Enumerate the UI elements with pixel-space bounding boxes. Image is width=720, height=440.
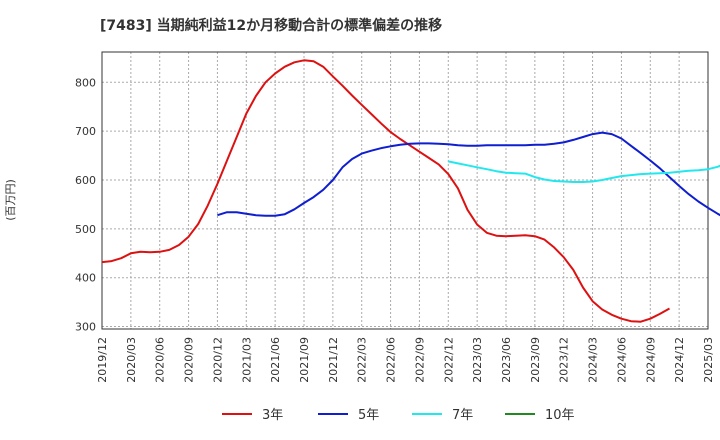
y-axis-ticks: 300 400 500 600 700 800 [75, 76, 96, 333]
x-tick-label: 2023/06 [500, 337, 513, 383]
legend-label-1: 5年 [358, 408, 379, 423]
x-tick-label: 2021/12 [327, 337, 340, 383]
x-tick-label: 2020/03 [125, 337, 138, 383]
grid-lines [101, 52, 709, 329]
series-line-2 [448, 160, 720, 183]
x-tick-label: 2021/09 [298, 337, 311, 383]
x-tick-label: 2023/12 [558, 337, 571, 383]
x-tick-label: 2024/09 [644, 337, 657, 383]
y-tick-label: 700 [75, 125, 96, 138]
x-tick-label: 2023/09 [529, 337, 542, 383]
plot-area [101, 51, 709, 330]
x-tick-label: 2024/06 [615, 337, 628, 383]
y-tick-label: 600 [75, 174, 96, 187]
y-tick-label: 400 [75, 272, 96, 285]
x-tick-label: 2022/06 [385, 337, 398, 383]
y-axis-label: (百万円) [4, 179, 17, 221]
chart-title: [7483] 当期純利益12か月移動合計の標準偏差の推移 [100, 17, 442, 34]
legend-label-0: 3年 [262, 408, 283, 423]
series-lines [101, 59, 720, 323]
y-tick-label: 300 [75, 321, 96, 334]
legend: 3年 5年 7年 10年 [222, 408, 575, 423]
x-axis-ticks: 2019/12 2020/03 2020/06 2020/09 2020/12 2021/… [96, 337, 715, 383]
x-tick-label: 2023/03 [471, 337, 484, 383]
x-tick-label: 2021/03 [240, 337, 253, 383]
x-tick-label: 2025/03 [702, 337, 715, 383]
x-tick-label: 2020/12 [211, 337, 224, 383]
x-tick-label: 2024/12 [673, 337, 686, 383]
series-line-1 [217, 131, 720, 217]
series-line-0 [101, 59, 670, 323]
x-tick-label: 2022/03 [356, 337, 369, 383]
x-tick-label: 2022/09 [413, 337, 426, 383]
y-tick-label: 500 [75, 223, 96, 236]
x-tick-label: 2024/03 [587, 337, 600, 383]
legend-label-3: 10年 [545, 408, 575, 423]
x-tick-label: 2022/12 [442, 337, 455, 383]
legend-label-2: 7年 [452, 408, 473, 423]
x-tick-label: 2020/09 [183, 337, 196, 383]
x-tick-label: 2019/12 [96, 337, 109, 383]
x-tick-label: 2021/06 [269, 337, 282, 383]
y-tick-label: 800 [75, 76, 96, 89]
x-tick-label: 2020/06 [154, 337, 167, 383]
